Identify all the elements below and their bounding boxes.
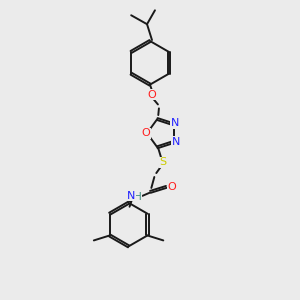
Text: N: N <box>171 118 179 128</box>
Text: N: N <box>127 191 136 201</box>
Text: N: N <box>172 137 180 147</box>
Text: O: O <box>148 89 156 100</box>
Text: O: O <box>142 128 150 138</box>
Text: H: H <box>134 192 141 202</box>
Text: S: S <box>160 157 167 167</box>
Text: O: O <box>168 182 176 192</box>
